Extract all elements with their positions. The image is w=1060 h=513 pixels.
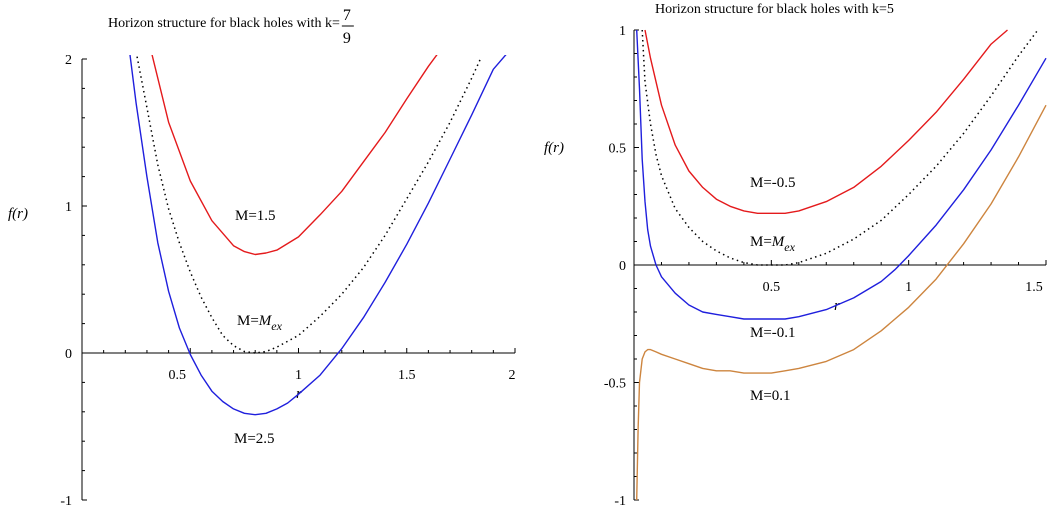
y-tick-label: -1	[60, 494, 72, 509]
x-tick-label: 1.5	[1025, 280, 1043, 295]
y-tick-label: 0	[619, 259, 626, 274]
series-line-3	[636, 104, 1047, 501]
series-label-3: M=0.1	[750, 388, 791, 404]
y-tick-label: -1	[614, 494, 626, 509]
chart-panel-left: Horizon structure for black holes with k…	[8, 7, 516, 509]
y-tick-label: -0.5	[604, 377, 626, 392]
series-label-1: M=Mex	[750, 234, 796, 254]
title-fraction-denominator: 9	[343, 30, 351, 47]
x-axis-label: r	[834, 298, 840, 314]
x-tick-label: 0.5	[169, 368, 187, 383]
y-tick-label: 1	[65, 200, 72, 215]
series-label-0: M=1.5	[235, 208, 276, 224]
y-axis-label: f(r)	[8, 206, 28, 222]
x-tick-label: 1	[295, 368, 302, 383]
series-label-1: M=Mex	[237, 313, 283, 333]
y-tick-label: 2	[65, 53, 72, 68]
title-fraction-numerator: 7	[343, 7, 351, 24]
x-tick-label: 2	[509, 368, 516, 383]
series-line-1	[135, 55, 482, 354]
x-tick-label: 0.5	[763, 280, 781, 295]
chart-panel-right: Horizon structure for black holes with k…	[544, 2, 1047, 509]
y-tick-label: 0.5	[609, 142, 627, 157]
chart-title: Horizon structure for black holes with k…	[655, 2, 894, 17]
y-tick-label: 0	[65, 347, 72, 362]
x-tick-label: 1.5	[398, 368, 416, 383]
series-label-0: M=-0.5	[750, 175, 796, 191]
series-line-1	[641, 29, 1039, 266]
series-line-2	[636, 29, 1047, 320]
series-line-0	[644, 29, 1008, 214]
chart-title: Horizon structure for black holes with k…	[108, 16, 340, 31]
series-label-2: M=2.5	[234, 431, 275, 447]
y-axis-label: f(r)	[544, 140, 564, 156]
series-line-2	[129, 55, 507, 416]
series-label-2: M=-0.1	[750, 325, 796, 341]
series-line-0	[151, 55, 438, 256]
x-tick-label: 1	[905, 280, 912, 295]
y-tick-label: 1	[619, 24, 626, 39]
